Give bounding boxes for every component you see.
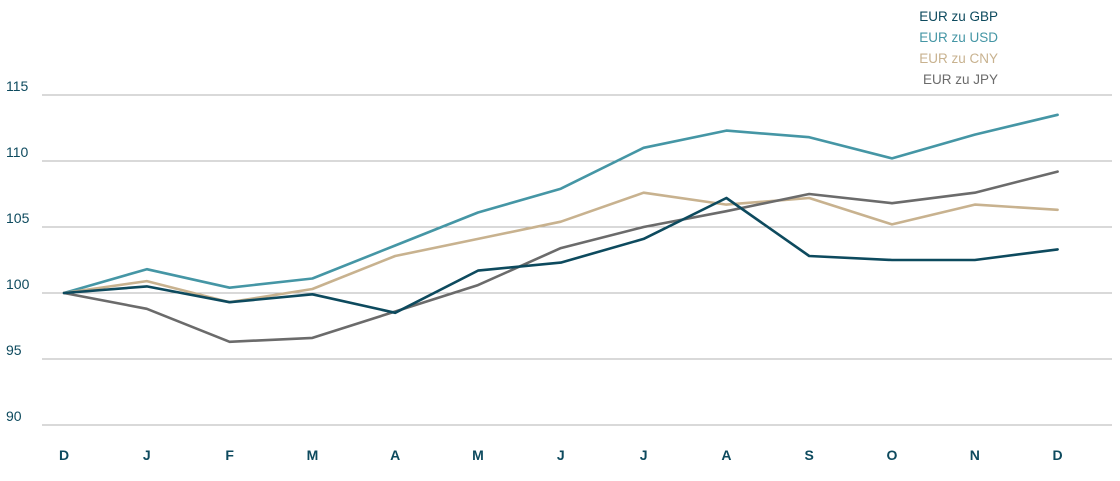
legend-entry: EUR zu USD: [919, 30, 998, 45]
legend-entry: EUR zu JPY: [923, 72, 998, 87]
y-tick-label: 90: [6, 408, 22, 424]
legend-entry: EUR zu CNY: [919, 51, 998, 66]
x-tick-label: J: [640, 447, 648, 463]
x-tick-label: A: [721, 447, 731, 463]
series-line-eur-zu-usd: [62, 113, 1059, 295]
y-tick-label: 95: [6, 342, 22, 358]
x-tick-label: A: [390, 447, 400, 463]
x-tick-label: F: [225, 447, 234, 463]
y-axis-tick-labels: 90 95 100 105 110 115: [6, 78, 30, 424]
y-tick-label: 105: [6, 210, 30, 226]
legend-entry: EUR zu GBP: [919, 9, 998, 24]
y-tick-label: 110: [6, 144, 29, 160]
series-lines: [62, 113, 1059, 344]
x-tick-label: N: [970, 447, 980, 463]
x-tick-label: D: [1053, 447, 1063, 463]
y-tick-label: 100: [6, 276, 30, 292]
series-line-eur-zu-gbp: [62, 196, 1059, 315]
x-tick-label: M: [307, 447, 319, 463]
x-tick-label: J: [143, 447, 151, 463]
x-tick-label: D: [59, 447, 69, 463]
x-tick-label: O: [887, 447, 898, 463]
y-tick-label: 115: [6, 78, 29, 94]
legend: EUR zu GBP EUR zu USD EUR zu CNY EUR zu JPY: [919, 9, 998, 87]
x-tick-label: J: [557, 447, 565, 463]
x-tick-label: M: [472, 447, 484, 463]
x-tick-label: S: [805, 447, 814, 463]
grid-lines: [42, 94, 1112, 426]
series-line-eur-zu-jpy: [62, 170, 1059, 344]
